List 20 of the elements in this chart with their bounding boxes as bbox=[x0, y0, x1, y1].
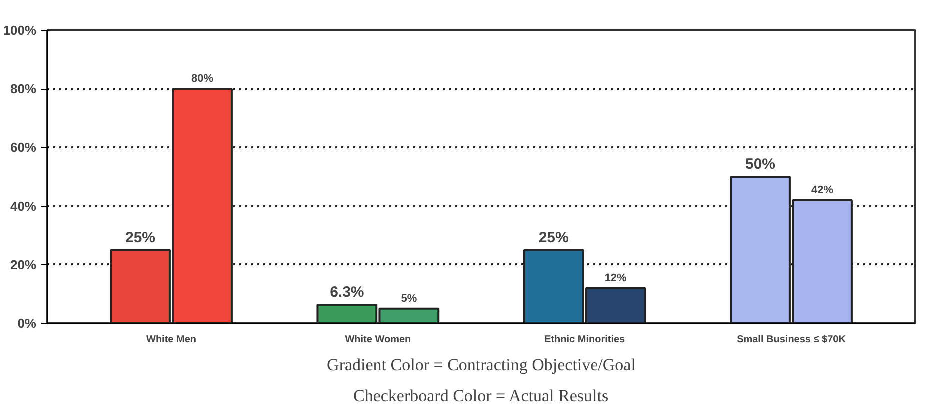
y-tick-label: 0% bbox=[18, 316, 37, 331]
data-label: 42% bbox=[811, 184, 834, 196]
y-tick-label: 80% bbox=[10, 82, 37, 97]
x-tick-label: White Women bbox=[345, 334, 412, 346]
data-label: 12% bbox=[604, 272, 628, 284]
y-tick-label: 100% bbox=[3, 23, 37, 38]
x-tick-label: Ethnic Minorities bbox=[544, 334, 626, 346]
y-tick-label: 20% bbox=[10, 257, 37, 272]
y-tick-label: 40% bbox=[10, 198, 37, 214]
text: Gradient Color = Contracting Objective/Goal bbox=[327, 356, 636, 374]
data-label: 50% bbox=[745, 156, 776, 173]
x-tick-label: Small Business ≤ $70K bbox=[737, 334, 847, 346]
data-label: 80% bbox=[191, 73, 214, 86]
x-tick-label: White Men bbox=[146, 334, 196, 346]
data-label: 5% bbox=[401, 292, 418, 305]
data-label: 25% bbox=[125, 229, 156, 246]
text: Checkerboard Color = Actual Results bbox=[353, 386, 609, 406]
data-label: 6.3% bbox=[330, 284, 364, 302]
y-tick-label: 60% bbox=[10, 140, 37, 156]
data-label: 25% bbox=[538, 229, 569, 246]
